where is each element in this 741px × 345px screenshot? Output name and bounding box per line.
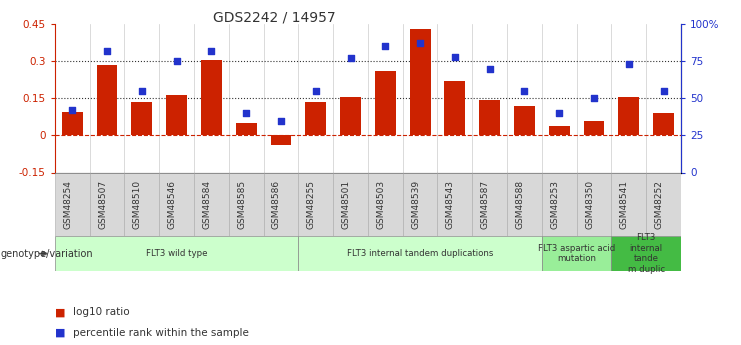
Text: GSM48585: GSM48585 (237, 180, 246, 229)
Text: percentile rank within the sample: percentile rank within the sample (73, 328, 249, 338)
Point (588, 96, 600, 101)
Text: GSM48587: GSM48587 (481, 180, 490, 229)
Text: FLT3 internal tandem duplications: FLT3 internal tandem duplications (347, 249, 494, 258)
Text: GSM48503: GSM48503 (376, 180, 385, 229)
Text: GSM48584: GSM48584 (202, 180, 211, 229)
Text: ■: ■ (55, 328, 69, 338)
Text: GSM48252: GSM48252 (654, 180, 664, 229)
Point (101, 48, 113, 53)
Bar (333, 172, 368, 236)
Bar (611, 172, 646, 236)
Text: GSM48546: GSM48546 (167, 180, 176, 229)
Bar (514, 106, 535, 136)
Text: log10 ratio: log10 ratio (73, 307, 130, 317)
Bar (479, 100, 500, 136)
Text: genotype/variation: genotype/variation (1, 249, 93, 258)
Text: GSM48507: GSM48507 (98, 180, 107, 229)
Point (658, 88, 670, 94)
Bar (402, 172, 437, 236)
Bar (201, 60, 222, 136)
Bar (576, 172, 611, 236)
Point (449, 54, 461, 60)
Bar (270, 136, 291, 145)
Bar (236, 123, 256, 136)
Bar (653, 113, 674, 136)
Bar (55, 172, 90, 236)
Bar (611, 236, 681, 271)
Bar (194, 172, 229, 236)
Bar (445, 81, 465, 136)
Bar (166, 95, 187, 136)
Bar (368, 172, 402, 236)
Bar (90, 172, 124, 236)
Bar (410, 29, 431, 136)
Bar (472, 172, 507, 236)
Text: GSM48539: GSM48539 (411, 180, 420, 229)
Point (170, 58, 182, 64)
Bar (264, 172, 299, 236)
Text: GSM48501: GSM48501 (342, 180, 350, 229)
Bar (305, 102, 326, 136)
Bar (542, 172, 576, 236)
Text: GSM48510: GSM48510 (133, 180, 142, 229)
Text: GSM48253: GSM48253 (551, 180, 559, 229)
Bar (55, 236, 299, 271)
Bar (507, 172, 542, 236)
Bar (229, 172, 264, 236)
Text: GDS2242 / 14957: GDS2242 / 14957 (213, 10, 335, 24)
Bar (584, 121, 605, 136)
Point (484, 66, 496, 71)
Text: GSM48254: GSM48254 (63, 180, 72, 229)
Text: GSM48541: GSM48541 (619, 180, 629, 229)
Point (310, 88, 322, 94)
Bar (340, 97, 361, 136)
Bar (124, 172, 159, 236)
Point (345, 56, 356, 61)
Point (414, 41, 426, 46)
Text: GSM48255: GSM48255 (307, 180, 316, 229)
Text: GSM48586: GSM48586 (272, 180, 281, 229)
Point (379, 44, 391, 49)
Point (136, 88, 147, 94)
Bar (646, 172, 681, 236)
Text: FLT3 wild type: FLT3 wild type (146, 249, 207, 258)
Bar (159, 172, 194, 236)
Text: ■: ■ (55, 307, 69, 317)
Bar (437, 172, 472, 236)
Bar (549, 126, 570, 136)
Bar (299, 172, 333, 236)
Point (66, 107, 78, 113)
Bar (62, 112, 83, 136)
Bar (375, 71, 396, 136)
Text: FLT3 aspartic acid
mutation: FLT3 aspartic acid mutation (538, 244, 615, 263)
Text: GSM48543: GSM48543 (446, 180, 455, 229)
Bar (542, 236, 611, 271)
Bar (96, 65, 117, 136)
Point (554, 110, 565, 116)
Text: GSM48588: GSM48588 (516, 180, 525, 229)
Point (205, 48, 217, 53)
Point (519, 88, 531, 94)
Point (275, 118, 287, 124)
Point (623, 61, 635, 67)
Text: GSM48350: GSM48350 (585, 180, 594, 229)
Bar (618, 97, 639, 136)
Bar (299, 236, 542, 271)
Text: FLT3
internal
tande
m duplic: FLT3 internal tande m duplic (628, 234, 665, 274)
Point (240, 110, 252, 116)
Bar (131, 102, 152, 136)
